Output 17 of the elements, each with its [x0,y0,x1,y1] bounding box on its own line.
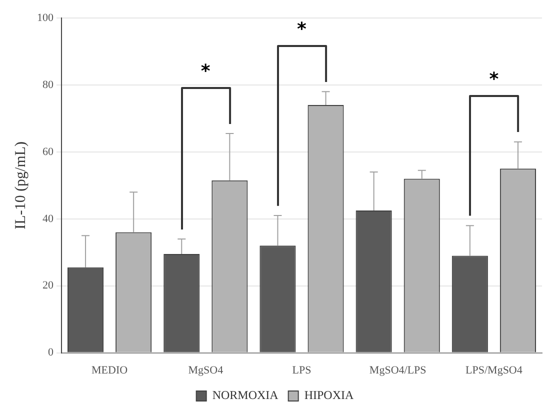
x-tick-label: LPS/MgSO4 [466,364,523,376]
y-tick-label: 100 [37,12,54,24]
y-tick-label: 20 [42,280,54,292]
y-axis-title: IL-10 (pg/mL) [12,141,29,230]
annotation: * [200,60,212,82]
x-tick-label: MEDIO [92,364,128,376]
x-tick-label: LPS [292,364,312,376]
y-tick-label: 40 [42,212,54,225]
legend-label: HIPOXIA [304,388,354,402]
y-tick-label: 0 [48,346,54,359]
x-tick-label: MgSO4 [188,364,224,376]
legend-label: NORMOXIA [212,388,279,402]
x-tick-label: MgSO4/LPS [369,364,426,376]
y-tick-label: 80 [42,78,54,91]
annotation: * [488,68,500,90]
annotation: * [296,18,308,40]
y-tick-label: 60 [42,146,54,158]
